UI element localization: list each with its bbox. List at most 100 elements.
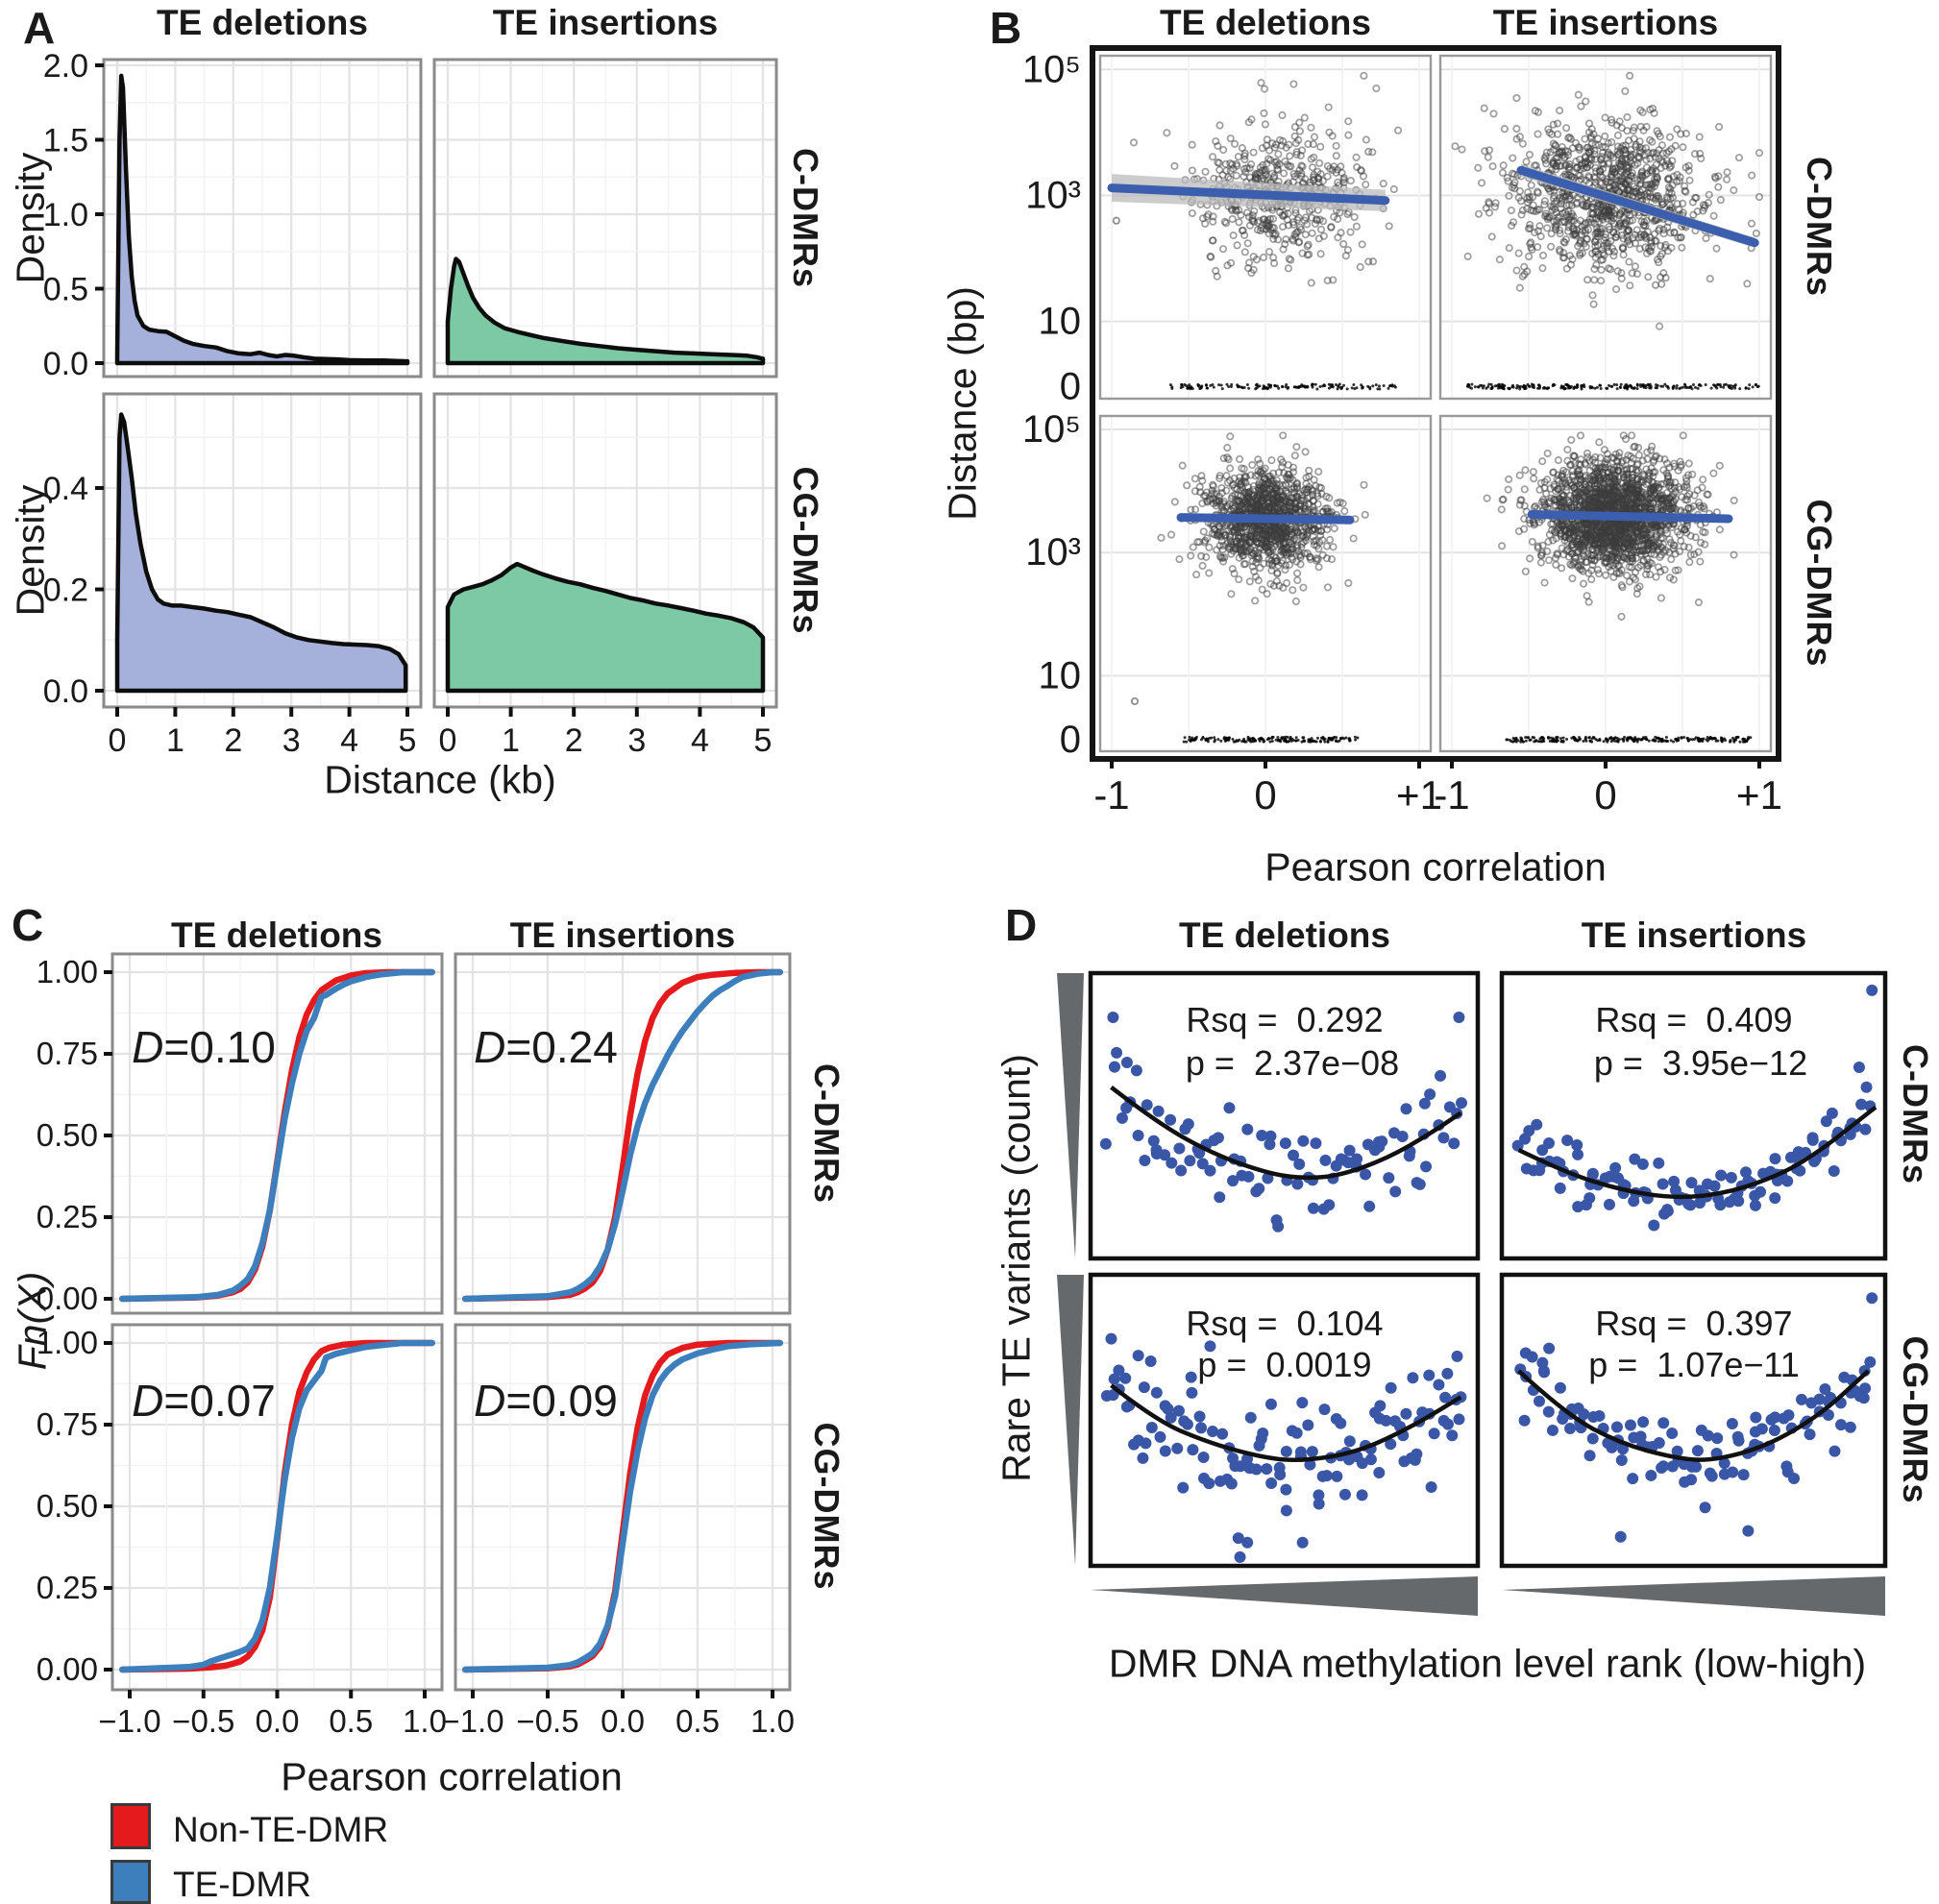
facet-border <box>1499 1272 1888 1569</box>
tick-label: 5 <box>399 722 417 759</box>
quadratic-fit-curve <box>1517 1369 1870 1462</box>
tick-label: 1 <box>502 722 520 759</box>
panel-a-label: A <box>23 3 56 53</box>
tick-label: 10³ <box>1025 174 1081 216</box>
tick-label: 0.50 <box>37 1488 98 1524</box>
tick-label: −0.5 <box>516 1703 578 1739</box>
facet-border <box>1438 54 1773 401</box>
tick-label: −1.0 <box>441 1703 503 1739</box>
facet-border <box>432 392 778 709</box>
panel-a-row-strip-c-dmrs: C-DMRs <box>786 148 825 288</box>
tick-label: 4 <box>340 722 358 759</box>
legend-label-te-dmr: TE-DMR <box>173 1865 311 1904</box>
panel-d-stat-rsq-4: Rsq = 0.397 <box>1595 1304 1793 1343</box>
x-axis-wedge <box>1502 1576 1885 1616</box>
panel-c-d-annotation-4: D=0.09 <box>474 1376 618 1426</box>
tick-label: 0 <box>1060 366 1081 408</box>
panel-b-row-strip-c-dmrs: C-DMRs <box>1800 157 1839 297</box>
panel-b-outer-border <box>1090 45 1781 762</box>
panel-c-col-header-te-deletions: TE deletions <box>171 915 382 955</box>
tick-label: 5 <box>754 722 773 759</box>
panel-d-row-strip-cg-dmrs: CG-DMRs <box>1896 1335 1935 1504</box>
legend-swatch-non-te-dmr <box>110 1803 151 1849</box>
panel-d-stat-p-2: p = 3.95e−12 <box>1593 1043 1808 1083</box>
tick-label: 0.25 <box>37 1199 98 1234</box>
tick-label: 0 <box>1060 719 1081 761</box>
ecdf-line-TE-DMR <box>461 968 784 1303</box>
tick-label: 10 <box>1039 654 1082 696</box>
facet-bg <box>1091 1275 1478 1566</box>
tick-label: 4 <box>691 722 709 759</box>
panel-b-label: B <box>990 3 1022 53</box>
panel-d-stat-rsq-2: Rsq = 0.409 <box>1595 1000 1793 1039</box>
panel-d-stat-p-4: p = 1.07e−11 <box>1588 1345 1800 1384</box>
tick-label: 0.0 <box>43 346 88 382</box>
panel-d-xlabel: DMR DNA methylation level rank (low-high… <box>1108 1641 1867 1686</box>
tick-label: 10⁵ <box>1022 408 1081 451</box>
legend-label-non-te-dmr: Non-TE-DMR <box>173 1810 389 1849</box>
facet-border <box>1098 414 1433 753</box>
panel-a-col-header-te-deletions: TE deletions <box>157 3 368 42</box>
trend-line <box>1176 513 1355 525</box>
tick-label: 3 <box>627 722 646 759</box>
tick-label: 0.75 <box>37 1036 98 1071</box>
panel-a-ylabel-row1: Density <box>8 152 53 284</box>
tick-label: 2 <box>565 722 583 759</box>
panel-c-d-annotation-1: D=0.10 <box>132 1022 276 1072</box>
tick-label: 1.0 <box>43 197 88 233</box>
panel-c-row-strip-c-dmrs: C-DMRs <box>807 1063 847 1204</box>
ecdf-line-TE-DMR <box>119 1339 435 1673</box>
x-axis-wedge <box>1091 1576 1478 1616</box>
quadratic-fit-curve <box>1517 1105 1878 1200</box>
tick-label: 0 <box>1594 772 1616 818</box>
panel-d-stat-p-3: p = 0.0019 <box>1197 1345 1372 1384</box>
panel-c-col-header-te-insertions: TE insertions <box>509 915 736 955</box>
tick-label: 2.0 <box>43 48 88 85</box>
tick-label: 3 <box>282 722 301 759</box>
tick-label: 1.0 <box>750 1703 795 1739</box>
tick-label: 0.5 <box>329 1703 373 1739</box>
tick-label: 0.75 <box>37 1406 98 1442</box>
tick-label: 1 <box>166 722 184 759</box>
panel-b-col-header-te-deletions: TE deletions <box>1160 3 1371 42</box>
tick-label: 0 <box>109 722 127 759</box>
tick-label: 0.4 <box>43 471 88 507</box>
panel-a-graphics: 0.00.51.01.52.00.00.20.40 1 2 3 4 5 0 1 2 3 4 5 <box>43 48 778 759</box>
panel-a-row-strip-cg-dmrs: CG-DMRs <box>786 466 825 635</box>
panel-c-d-annotation-2: D=0.24 <box>474 1022 618 1072</box>
tick-label: 0.5 <box>675 1703 720 1739</box>
tick-label: -1 <box>1434 772 1469 818</box>
tick-label: −0.5 <box>172 1703 234 1739</box>
facet-border <box>1098 54 1433 401</box>
ecdf-line-TE-DMR <box>461 1339 784 1673</box>
panel-d-label: D <box>1005 900 1038 950</box>
tick-label: 0.5 <box>43 272 88 308</box>
quadratic-fit-curve <box>1110 1383 1462 1463</box>
panel-d-stat-rsq-1: Rsq = 0.292 <box>1186 1000 1384 1039</box>
legend-swatch-te-dmr <box>110 1860 151 1904</box>
panel-c-d-annotation-3: D=0.07 <box>132 1376 276 1426</box>
trend-line <box>1527 509 1733 524</box>
panel-c-graphics: 0.000.250.500.751.000.000.250.500.751.00… <box>37 952 795 1739</box>
panel-b-ylabel: Distance (bp) <box>940 286 985 521</box>
panel-d-ylabel: Rare TE variants (count) <box>994 1054 1039 1482</box>
panel-b-col-header-te-insertions: TE insertions <box>1492 3 1719 42</box>
tick-label: 10³ <box>1025 531 1081 574</box>
panel-d-graphics <box>1057 970 1888 1616</box>
panel-c-ylabel: Fn(X) <box>10 1271 55 1371</box>
tick-label: 0.25 <box>37 1570 98 1605</box>
facet-bg <box>1502 973 1885 1258</box>
tick-label: 0 <box>1254 772 1276 818</box>
tick-label: 1.00 <box>37 1325 98 1360</box>
tick-label: 1.00 <box>37 954 98 989</box>
tick-label: 1.0 <box>403 1703 447 1739</box>
panel-d-col-header-te-insertions: TE insertions <box>1581 915 1807 955</box>
facet-border <box>432 58 778 378</box>
facet-border <box>102 58 423 378</box>
facet-border <box>454 952 792 1315</box>
panel-a-ylabel-row2: Density <box>8 484 53 617</box>
tick-label: 0.0 <box>601 1703 645 1739</box>
panel-c-xlabel: Pearson correlation <box>281 1754 623 1799</box>
facet-border <box>1438 414 1773 753</box>
